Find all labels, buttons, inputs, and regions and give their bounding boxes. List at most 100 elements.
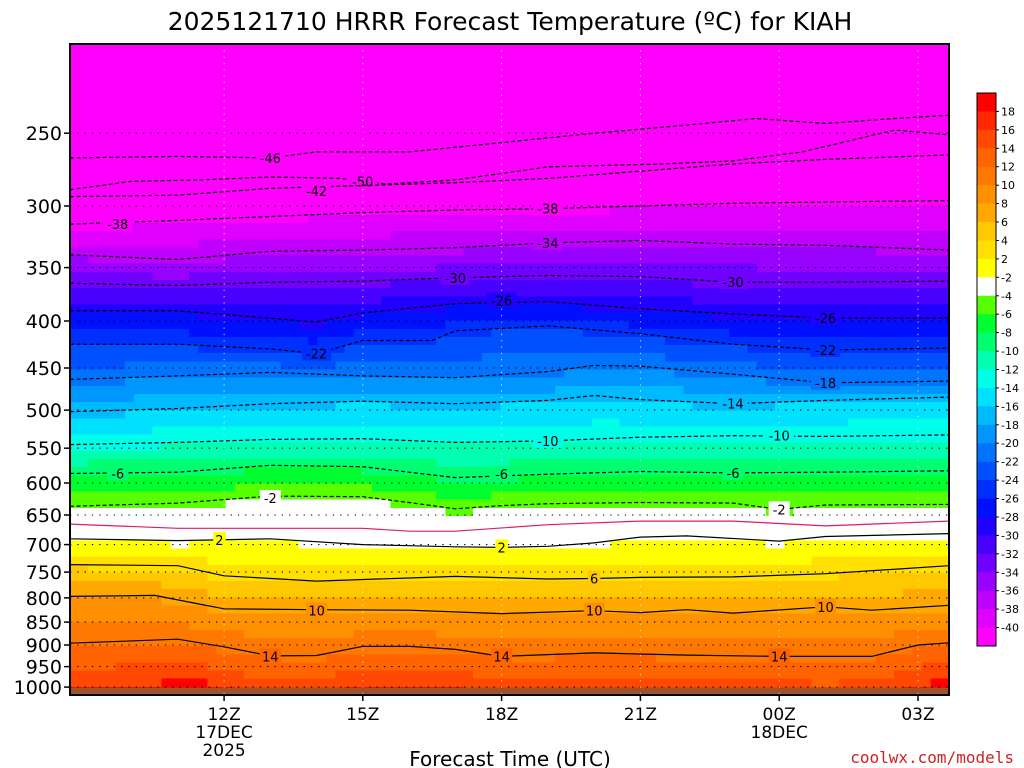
colorbar-label: -2 xyxy=(1001,271,1012,284)
field-column xyxy=(97,44,108,695)
field-column xyxy=(463,44,474,695)
field-column xyxy=(390,44,401,695)
field-column xyxy=(124,44,135,695)
contour-line xyxy=(70,325,949,355)
field-column xyxy=(829,44,840,695)
y-tick-label: 600 xyxy=(26,473,62,495)
contour-line xyxy=(70,239,949,261)
contour-label: 14 xyxy=(493,650,510,665)
contour-label: 14 xyxy=(262,650,279,665)
contour-label-bg xyxy=(810,310,841,325)
field-column xyxy=(646,44,657,695)
colorbar-label: -34 xyxy=(1001,566,1019,579)
field-column xyxy=(710,44,721,695)
field-column xyxy=(784,44,794,695)
field-column xyxy=(363,44,373,695)
contour-label: -38 xyxy=(537,203,558,218)
colorbar-label: 2 xyxy=(1001,253,1008,266)
contour-line xyxy=(70,533,949,549)
contour-label-bg xyxy=(491,648,513,664)
colorbar-swatch xyxy=(977,406,996,426)
field-column xyxy=(509,44,520,695)
colorbar-swatch xyxy=(977,185,996,204)
colorbar-swatch xyxy=(977,572,996,592)
field-column xyxy=(738,44,749,695)
contour-label: -6 xyxy=(727,467,740,482)
contour-label-bg xyxy=(718,395,748,411)
x-tick-sublabel: 18DEC xyxy=(751,723,808,743)
field-column xyxy=(518,44,529,695)
colorbar-swatch xyxy=(977,461,996,481)
colorbar-swatch xyxy=(977,535,996,555)
contour-label: -34 xyxy=(537,237,558,252)
contour-line xyxy=(70,564,949,582)
x-tick-label: 00Z xyxy=(763,705,796,725)
colorbar-swatch xyxy=(977,480,996,499)
colorbar-swatch xyxy=(977,553,996,573)
field-column xyxy=(500,44,511,695)
colorbar-swatch xyxy=(977,277,996,297)
contour-label: -2 xyxy=(264,492,277,507)
colorbar-label: -38 xyxy=(1001,603,1019,616)
field-column xyxy=(637,44,648,695)
colorbar-label: -22 xyxy=(1001,456,1019,469)
field-column xyxy=(921,44,932,695)
contour-label-bg xyxy=(533,200,563,216)
contour-label: -10 xyxy=(537,435,558,450)
field-column xyxy=(381,44,392,695)
contour-label: -2 xyxy=(773,503,786,518)
contour-label: -38 xyxy=(107,218,128,233)
y-tick-label: 500 xyxy=(26,400,62,422)
field-column xyxy=(628,44,639,695)
field-column xyxy=(308,44,318,695)
field-column xyxy=(756,44,767,695)
contour-line xyxy=(70,638,949,658)
colorbar-swatch xyxy=(977,498,996,518)
colorbar-swatch xyxy=(977,240,996,260)
field-column xyxy=(820,44,831,695)
field-column xyxy=(619,44,630,695)
colorbar-swatch xyxy=(977,93,996,112)
colorbar-label: -36 xyxy=(1001,585,1019,598)
contour-label-bg xyxy=(255,149,286,165)
contour-label-bg xyxy=(495,539,508,555)
contour-label-bg xyxy=(107,465,129,481)
colorbar-swatch xyxy=(977,111,996,131)
contour-label-bg xyxy=(583,602,605,618)
field-column xyxy=(674,44,685,695)
contour-label: 14 xyxy=(771,650,788,665)
contour-label: 10 xyxy=(586,605,603,620)
contour-label-bg xyxy=(764,427,794,443)
contour-line xyxy=(70,364,949,384)
x-tick-sublabel: 17DEC xyxy=(195,723,252,743)
colorbar-swatch xyxy=(977,516,996,536)
contour-label-bg xyxy=(722,464,744,480)
field-column xyxy=(472,44,483,695)
contour-label-bg xyxy=(768,501,790,517)
field-column xyxy=(747,44,758,695)
contour-label: -6 xyxy=(495,468,508,483)
field-column xyxy=(811,44,822,695)
field-column xyxy=(106,44,117,695)
field-column xyxy=(610,44,620,695)
chart-title: 2025121710 HRRR Forecast Temperature (ºC… xyxy=(168,7,853,36)
y-tick-label: 650 xyxy=(26,505,62,527)
contour-label: 10 xyxy=(817,601,834,616)
field-column xyxy=(243,44,254,695)
field-column xyxy=(445,44,456,695)
contour-label: -46 xyxy=(260,152,281,167)
field-column xyxy=(527,44,538,695)
y-tick-label: 950 xyxy=(26,657,62,679)
contour-label: -30 xyxy=(445,272,466,287)
field-column xyxy=(729,44,740,695)
contour-label-bg xyxy=(815,598,836,614)
contour-line xyxy=(70,200,949,225)
field-column xyxy=(802,44,813,695)
colorbar-label: -26 xyxy=(1001,493,1019,506)
contour-line xyxy=(70,114,949,159)
field-column xyxy=(591,44,602,695)
colorbar-swatch xyxy=(977,148,996,168)
contour-label: 10 xyxy=(308,605,325,620)
field-column xyxy=(546,44,556,695)
